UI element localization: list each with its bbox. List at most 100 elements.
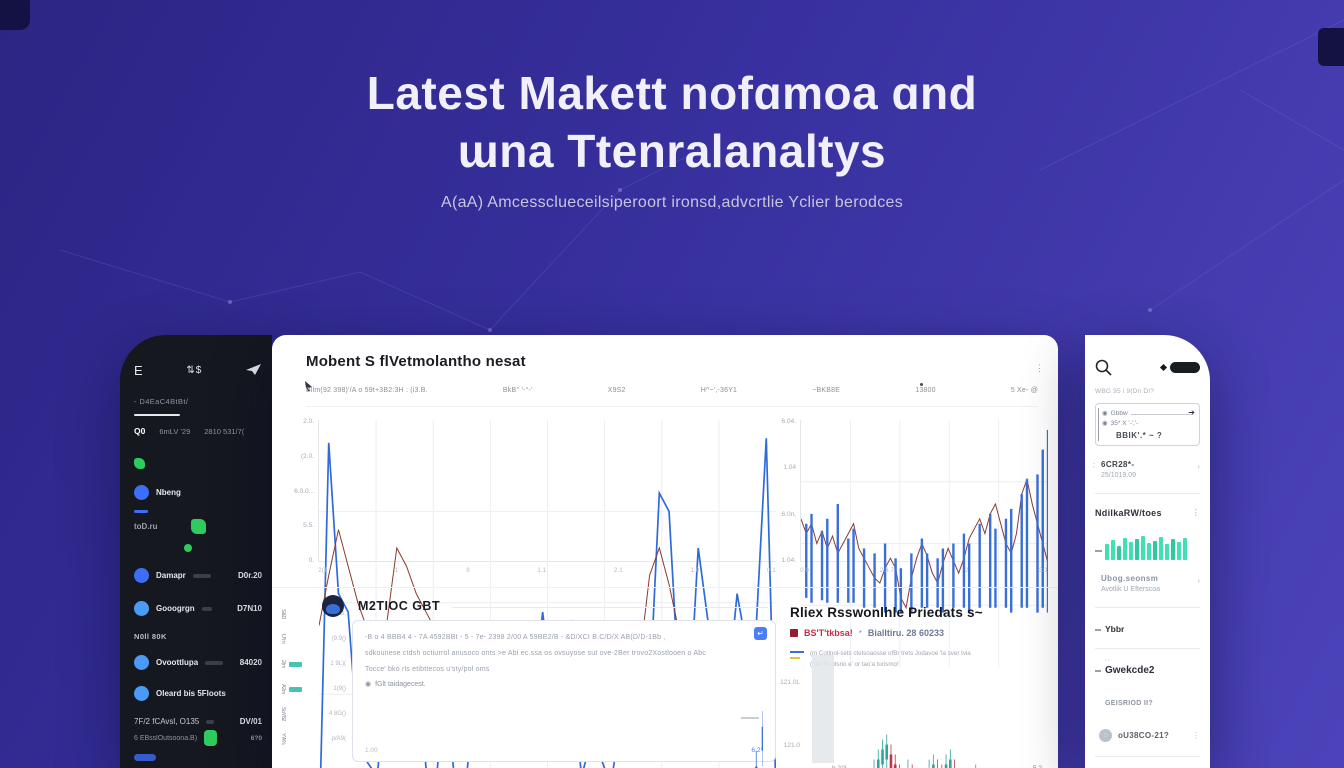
legend-markers xyxy=(790,648,804,670)
sort-icon[interactable]: ⇅$ xyxy=(186,364,203,376)
stat-item: Bllm(92 398)'/A o 59t+3B2:3H : (i3.B. xyxy=(306,387,428,394)
chart-legend: (m Cotlnol-sets ctetsoaosse ofBr trets J… xyxy=(790,648,1058,670)
mini-summary-box[interactable]: ➔ ◉ Gbbw ◉ 35* X '-','- BBIK'.* ~ ? xyxy=(1095,403,1200,446)
watchlist-item-ubog[interactable]: Ubog.seonsm Avotlik U Efterscoa › xyxy=(1095,574,1200,593)
legend-text: (m Cotlnol-sets ctetsoaosse ofBr trets J… xyxy=(810,648,1048,670)
chartA-x-axis: 2(1 1 8 1.1 2.1 1.8 0.1 xyxy=(318,567,776,574)
sidebar-item-nbeng[interactable]: Nbeng xyxy=(134,485,262,500)
chartD-x-axis: b 2/35 2 xyxy=(832,765,1042,768)
sidebar-item-oleard[interactable]: Oleard bis 5Floots xyxy=(134,686,262,701)
stat-item: H^~',-36Y1 xyxy=(700,387,738,394)
watchlist-item-ou38[interactable]: ◌ oU38CO-21? ⋮ xyxy=(1095,729,1200,742)
sidebar-subtext: - D4EaC4BtBt/ xyxy=(134,397,189,406)
stat-item[interactable]: 5 Xe- @ xyxy=(1010,387,1038,394)
prediction-candlestick-chart[interactable] xyxy=(802,677,1052,763)
highlight-band xyxy=(812,655,834,763)
corner-decoration-right xyxy=(1318,28,1344,66)
predictions-meta: BS'T'tkbsa! * Bialltiru. 28 60233 xyxy=(790,628,1058,638)
summary-line: sdkounese ctdsh octiurrol anusoco onts >… xyxy=(365,650,707,657)
item-title: 6CR28*- xyxy=(1101,460,1135,469)
sidebar-tab-1[interactable]: 6mLV '29 xyxy=(159,426,191,436)
summary-line: -B o 4 BBB4 4 - 7A 4592BBt - 5 - 7e- 239… xyxy=(365,634,666,641)
overflow-menu-icon[interactable]: ⋮ xyxy=(1035,363,1044,373)
sidebar-tab-2[interactable]: 2810 531/7( xyxy=(204,426,245,436)
item-label: Nbeng xyxy=(156,488,181,497)
date-label: Bialltiru. 28 60233 xyxy=(867,628,944,638)
candlestick-chart[interactable] xyxy=(365,699,763,745)
sidebar-tab-0[interactable]: Q0 xyxy=(134,426,146,436)
watchlist-item-6cr28[interactable]: ; 6CR28*- 25/1019.09 › xyxy=(1093,460,1200,479)
active-underline xyxy=(134,414,180,416)
mini-bar-chart[interactable] xyxy=(1095,534,1200,560)
battery-icon xyxy=(204,730,218,746)
sidebar-item-7f2[interactable]: 7F/2 fCAvsl, O135 DV/01 xyxy=(134,717,262,726)
item-value: DV/01 xyxy=(239,717,262,726)
sidebar-item-6eb[interactable]: 6 EBsslOutsoona.B) 6?0 xyxy=(134,730,262,746)
sidebar-item-todru[interactable]: toD.ru xyxy=(134,519,262,534)
watchlist-item-geisriod[interactable]: GEISRIOD II? xyxy=(1095,700,1200,707)
volume-line-chart[interactable] xyxy=(800,420,1048,562)
item-label: Gooogrgn xyxy=(156,604,195,613)
watchlist-header: NdilkaRW/toes ⋮ xyxy=(1095,508,1200,518)
coin-avatar xyxy=(134,568,149,583)
search-icon[interactable] xyxy=(1095,359,1112,376)
mini-line: 35* X '-','- xyxy=(1110,420,1139,427)
blue-pill xyxy=(134,754,156,761)
globe-icon: ◉ xyxy=(1102,420,1108,427)
placeholder-bar xyxy=(192,573,211,578)
item-value: D7N10 xyxy=(237,604,262,613)
hero-title: Latest Makett nofɑmoa ɑnd ɯna Ttenralana… xyxy=(0,64,1344,180)
chartA-y-axis: 2.0. (2.0. 6.0.0... 5.5. 0. xyxy=(294,418,314,564)
star-icon: * xyxy=(858,628,862,638)
stat-item: X9S2 xyxy=(607,387,626,394)
title-rule xyxy=(452,607,768,608)
main-dashboard: Mobent S flVetmolantho nesat ⋮ Bllm(92 3… xyxy=(272,335,1058,768)
coin-avatar xyxy=(134,686,149,701)
divider xyxy=(1095,648,1200,649)
cursor-icon xyxy=(305,381,312,391)
divider xyxy=(1095,756,1200,757)
sidebar-item-ovoottlupa[interactable]: Ovoottlupa 84020 xyxy=(134,655,262,670)
sprout-icon xyxy=(134,458,145,469)
item-title: oU38CO-21? xyxy=(1118,731,1170,740)
header-text: NdilkaRW/toes xyxy=(1095,508,1162,518)
theme-toggle[interactable] xyxy=(1170,362,1200,373)
mitioc-summary-card[interactable]: ↵ -B o 4 BBB4 4 - 7A 4592BBt - 5 - 7e- 2… xyxy=(352,620,776,762)
green-dot-icon xyxy=(184,544,192,552)
watchlist-item-ybbr[interactable]: Ybbr xyxy=(1095,624,1200,634)
note-text: fGlt taidagecest. xyxy=(375,681,426,688)
section-divider xyxy=(272,587,1058,588)
badge-icon xyxy=(790,629,798,637)
hero-section: Latest Makett nofɑmoa ɑnd ɯna Ttenralana… xyxy=(0,64,1344,212)
watchlist-panel: WBG 95 i 9(Dn DI? ➔ ◉ Gbbw ◉ 35* X '-','… xyxy=(1085,335,1210,768)
item-title: GEISRIOD II? xyxy=(1105,700,1153,707)
mitioc-title: M2TIOC GBT xyxy=(358,599,441,613)
send-icon[interactable] xyxy=(246,364,262,376)
reply-icon[interactable]: ↵ xyxy=(754,627,767,640)
marker-dot xyxy=(920,383,923,386)
item-label: toD.ru xyxy=(134,522,158,531)
chartC-x-axis: 1.00 6.2* xyxy=(365,747,763,754)
overflow-icon[interactable]: ⋮ xyxy=(1191,508,1200,517)
globe-icon: ◉ xyxy=(1102,410,1108,417)
micro-dots: ·· xyxy=(1105,658,1111,664)
price-line-chart[interactable] xyxy=(318,420,776,562)
sidebar: E ⇅$ - D4EaC4BtBt/ Q0 6mLV '29 2810 531/… xyxy=(120,335,272,768)
chevron-right-icon: › xyxy=(1197,462,1200,471)
blue-dash xyxy=(134,510,148,513)
item-label: 7F/2 fCAvsl, O135 xyxy=(134,717,200,726)
sidebar-tabs: Q0 6mLV '29 2810 531/7( xyxy=(134,426,262,436)
globe-icon: ◉ xyxy=(365,681,372,688)
sidebar-section-header: N0ll 80K xyxy=(134,632,167,641)
sidebar-item-damapr[interactable]: Damapr D0r.20 xyxy=(134,568,262,583)
chartB-x-axis: 0.0 2.3.7 2 3:1 xyxy=(800,567,1048,574)
hero-subtitle: A(aA) Amcessclueceilsiperoort ironsd,adv… xyxy=(440,194,904,211)
coin-avatar xyxy=(134,485,149,500)
sidebar-item-gooogrgn[interactable]: Gooogrgn D7N10 xyxy=(134,601,262,616)
watchlist-item-gwekcde2[interactable]: ·· Gwekcde2 xyxy=(1095,658,1200,676)
mini-line: Gbbw xyxy=(1110,410,1128,417)
legend-line: (rlief Buotsrio e' or tao'a turismo! xyxy=(810,661,899,668)
stat-item: BkB° '-°-' xyxy=(502,387,533,394)
sidebar-logo: E xyxy=(134,362,143,378)
item-sub: Avotlik U Efterscoa xyxy=(1101,586,1161,593)
